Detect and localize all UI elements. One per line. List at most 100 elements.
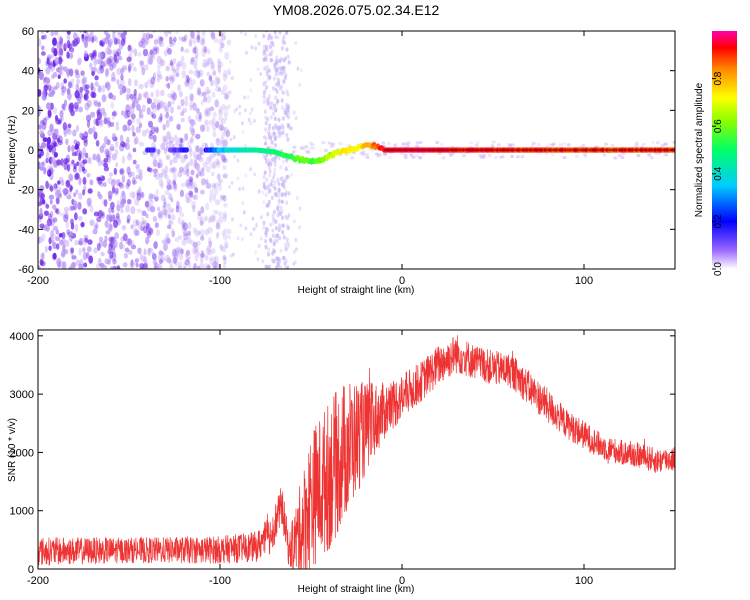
- spectrogram-noise-cell: [217, 60, 221, 69]
- spectrogram-noise-cell: [273, 103, 277, 108]
- spectrogram-noise-cell: [135, 219, 139, 226]
- spectrogram-noise-cell: [223, 69, 228, 78]
- spectrogram-noise-cell: [279, 176, 283, 182]
- spectrogram-noise-cell: [583, 154, 588, 159]
- spectrogram-noise-cell: [190, 127, 196, 136]
- spectrogram-noise-cell: [153, 241, 158, 250]
- spectrogram-noise-cell: [68, 173, 73, 182]
- spectrogram-noise-cell: [298, 206, 302, 211]
- spectrogram-noise-cell: [267, 74, 271, 80]
- spectrogram-noise-cell: [169, 76, 174, 85]
- spectrogram-noise-cell: [174, 237, 180, 243]
- spectrogram-noise-cell: [220, 140, 226, 148]
- spectrogram-noise-cell: [189, 137, 194, 143]
- spectrogram-noise-cell: [236, 176, 240, 181]
- spectrogram-trace-cell: [151, 147, 156, 153]
- spectrogram-noise-cell: [275, 60, 279, 66]
- spectrogram-noise-cell: [125, 204, 131, 213]
- spectrogram-noise-cell: [173, 36, 177, 43]
- spectrogram-noise-cell: [128, 249, 133, 255]
- spectrogram-noise-cell: [67, 189, 72, 196]
- spectrogram-noise-cell: [90, 91, 95, 98]
- spectrogram-noise-cell: [38, 71, 45, 81]
- spectrogram-noise-cell: [200, 253, 206, 259]
- spectrogram-noise-cell: [101, 37, 106, 43]
- spectrogram-noise-cell: [278, 211, 282, 216]
- spectrogram-noise-cell: [176, 250, 181, 257]
- spectrogram-noise-cell: [403, 153, 408, 157]
- spectrogram-noise-cell: [139, 263, 145, 269]
- spectrogram-noise-cell: [38, 89, 41, 97]
- spectrogram-noise-cell: [581, 144, 586, 148]
- snr-frame: [37, 329, 676, 570]
- spectrogram-noise-cell: [378, 153, 383, 157]
- spectrogram-noise-cell: [175, 141, 179, 147]
- spectrogram-noise-cell: [39, 207, 43, 216]
- snr-y-tick-label: 3000: [10, 389, 34, 401]
- spectrogram-noise-cell: [228, 59, 232, 64]
- spectrogram-noise-cell: [71, 151, 77, 157]
- spectrogram-noise-cell: [199, 147, 203, 156]
- spectrogram-noise-cell: [108, 40, 112, 48]
- spectrogram-noise-cell: [177, 137, 182, 144]
- spectrogram-noise-cell: [277, 270, 280, 274]
- spectrogram-noise-cell: [112, 219, 119, 229]
- spectrogram-noise-cell: [66, 39, 71, 49]
- spectrogram-noise-cell: [264, 44, 268, 50]
- spectrogram-noise-cell: [166, 141, 171, 149]
- spectrogram-noise-cell: [162, 242, 168, 252]
- spectrogram-noise-cell: [143, 225, 148, 234]
- spectrogram-noise-cell: [146, 205, 152, 212]
- spectrogram-noise-cell: [172, 68, 177, 74]
- spectrogram-noise-cell: [477, 153, 482, 158]
- spectrogram-noise-cell: [148, 199, 154, 207]
- spectrogram-noise-cell: [207, 217, 212, 224]
- spectrogram-noise-cell: [249, 232, 253, 237]
- spectrogram-noise-cell: [109, 201, 115, 210]
- spectrogram-noise-cell: [104, 148, 110, 156]
- spectrogram-noise-cell: [277, 155, 281, 161]
- spectrogram-noise-cell: [215, 157, 220, 166]
- spectrogram-noise-cell: [167, 93, 172, 98]
- spectrogram-noise-cell: [52, 71, 58, 78]
- spectrogram-noise-cell: [139, 252, 143, 261]
- spectrogram-noise-cell: [60, 90, 65, 96]
- spectrogram-noise-cell: [264, 192, 268, 198]
- spectrogram-noise-cell: [273, 186, 277, 191]
- spectrogram-noise-cell: [204, 263, 209, 269]
- spectrogram-noise-cell: [165, 105, 170, 114]
- spectrogram-noise-cell: [222, 84, 228, 91]
- spectrogram-noise-cell: [97, 86, 103, 92]
- spectrogram-noise-cell: [81, 247, 86, 253]
- spectrogram-noise-cell: [63, 42, 68, 49]
- spectrogram-noise-cell: [205, 182, 212, 190]
- spectrogram-noise-cell: [233, 109, 236, 114]
- spectrogram-noise-cell: [127, 65, 132, 74]
- spectrogram-noise-cell: [262, 225, 266, 230]
- spectrogram-noise-cell: [400, 151, 405, 156]
- spectrogram-noise-cell: [48, 62, 53, 69]
- spectrogram-noise-cell: [206, 71, 211, 77]
- spectrogram-noise-cell: [193, 71, 197, 77]
- spectrogram-noise-cell: [144, 200, 150, 208]
- spectrogram-noise-cell: [215, 233, 220, 240]
- spectrogram-noise-cell: [200, 235, 205, 241]
- spectrogram-noise-cell: [168, 136, 175, 144]
- spectrogram-noise-cell: [310, 143, 315, 147]
- spectrogram-noise-cell: [227, 235, 231, 240]
- spectrogram-noise-cell: [147, 247, 151, 256]
- spectrogram-noise-cell: [274, 225, 278, 231]
- spectrogram-noise-cell: [264, 160, 268, 165]
- spectrogram-noise-cell: [260, 215, 263, 220]
- spectrogram-noise-cell: [157, 162, 161, 169]
- spectrogram-noise-cell: [77, 215, 83, 221]
- spectrogram-noise-cell: [159, 36, 164, 42]
- spectrogram-noise-cell: [224, 51, 230, 61]
- spectrogram-noise-cell: [48, 163, 54, 170]
- spectrogram-noise-cell: [90, 82, 94, 91]
- spectrogram-noise-cell: [96, 67, 102, 75]
- spectrogram-noise-cell: [244, 173, 248, 178]
- spectrogram-noise-cell: [166, 131, 171, 140]
- spectrogram-noise-cell: [172, 157, 178, 164]
- spectrogram-noise-cell: [75, 83, 80, 92]
